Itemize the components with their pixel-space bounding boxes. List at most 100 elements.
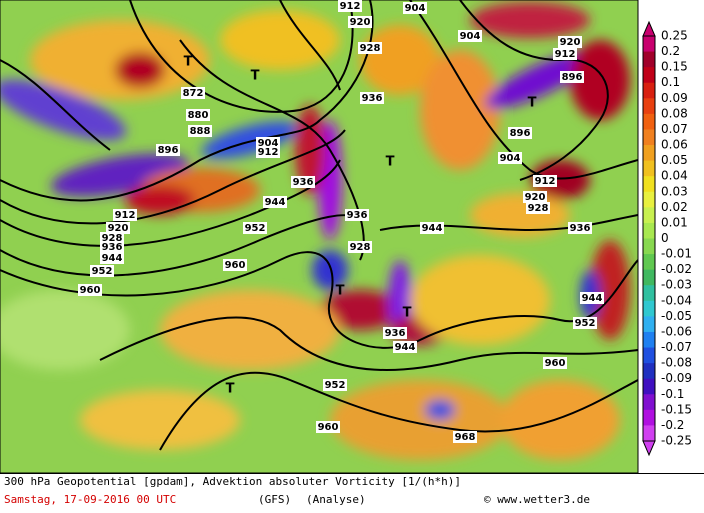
colorbar-bin <box>643 425 655 442</box>
contour-label: 904 <box>460 31 481 42</box>
contour-label: 952 <box>325 380 346 391</box>
colorbar-label: -0.03 <box>661 278 692 292</box>
contour-label-bg <box>345 209 369 221</box>
footer-credit: © www.wetter3.de <box>484 493 590 506</box>
colorbar-label: 0.05 <box>661 153 688 167</box>
contour-label: 960 <box>225 260 246 271</box>
colorbar-bin <box>643 82 655 99</box>
colorbar-label: 0.25 <box>661 29 688 43</box>
colorbar-label: 0.01 <box>661 215 688 229</box>
contour-label: 912 <box>340 1 361 12</box>
footer-run: (Analyse) <box>306 493 366 506</box>
contour-label-bg <box>256 146 280 158</box>
colorbar-bin <box>643 129 655 146</box>
colorbar-label: 0 <box>661 231 669 245</box>
colorbar-label: -0.04 <box>661 293 692 307</box>
contour-label-bg <box>100 241 124 253</box>
contour-label-bg <box>458 30 482 42</box>
contour-label-bg <box>181 87 205 99</box>
colorbar-label: 0.06 <box>661 138 688 152</box>
colorbar-label: -0.09 <box>661 371 692 385</box>
contour-label-bg <box>573 317 597 329</box>
colorbar-label: 0.03 <box>661 184 688 198</box>
contour-label: 920 <box>350 17 371 28</box>
contour-label-bg <box>568 222 592 234</box>
contour-label: 904 <box>405 3 426 14</box>
vorticity-field <box>0 0 638 473</box>
colorbar-label: -0.1 <box>661 387 684 401</box>
contour-label-bg <box>580 292 604 304</box>
contour-label: 952 <box>245 223 266 234</box>
contour-label-bg <box>560 71 584 83</box>
contour-label: 968 <box>455 432 476 443</box>
contour-label-bg <box>508 127 532 139</box>
contour-label: 936 <box>570 223 591 234</box>
contour-label: 920 <box>560 37 581 48</box>
contour-label: 944 <box>582 293 603 304</box>
colorbar-label: 0.08 <box>661 106 688 120</box>
contour-label: 928 <box>528 203 549 214</box>
colorbar-label: -0.15 <box>661 402 692 416</box>
footer-date: Samstag, 17-09-2016 00 UTC <box>4 493 176 506</box>
colorbar-bin <box>643 347 655 364</box>
colorbar: 0.250.20.150.10.090.080.070.060.050.040.… <box>642 20 692 457</box>
colorbar-bin <box>643 394 655 411</box>
colorbar-label: 0.04 <box>661 169 688 183</box>
contour-label-bg <box>223 259 247 271</box>
contour-label-bg <box>338 0 362 12</box>
contour-label-bg <box>393 341 417 353</box>
colorbar-arrow-bottom <box>642 440 656 457</box>
contour-label: 920 <box>525 192 546 203</box>
trough-marker: T <box>184 55 193 70</box>
colorbar-label: -0.08 <box>661 356 692 370</box>
trough-marker: T <box>251 69 260 84</box>
colorbar-bin <box>643 176 655 193</box>
contour-label-bg <box>453 431 477 443</box>
colorbar-label: -0.2 <box>661 418 684 432</box>
colorbar-label: -0.01 <box>661 247 692 261</box>
contour-label: 896 <box>510 128 531 139</box>
contour-label: 944 <box>395 342 416 353</box>
colorbar-label: 0.07 <box>661 122 688 136</box>
colorbar-label: 0.09 <box>661 91 688 105</box>
contour-label-bg <box>553 48 577 60</box>
contour-label: 960 <box>545 358 566 369</box>
colorbar-bin <box>643 285 655 302</box>
trough-marker: T <box>336 284 345 299</box>
colorbar-frame <box>642 35 656 442</box>
colorbar-label: -0.06 <box>661 324 692 338</box>
colorbar-label: -0.05 <box>661 309 692 323</box>
colorbar-label: -0.07 <box>661 340 692 354</box>
contour-label: 944 <box>102 253 123 264</box>
contour-label: 936 <box>385 328 406 339</box>
colorbar-label: 0.15 <box>661 60 688 74</box>
contour-label-bg <box>533 175 557 187</box>
contour-label-bg <box>263 196 287 208</box>
colorbar-bin <box>643 67 655 84</box>
contour-label-bg <box>323 379 347 391</box>
colorbar-bin <box>643 254 655 271</box>
contour-label-bg <box>420 222 444 234</box>
colorbar-label: 0.02 <box>661 200 688 214</box>
footer-title: 300 hPa Geopotential [gpdam], Advektion … <box>4 475 461 488</box>
colorbar-bin <box>643 51 655 68</box>
contour-label-bg <box>348 16 372 28</box>
colorbar-bin <box>643 378 655 395</box>
colorbar-bin <box>643 300 655 317</box>
contour-label: 928 <box>102 233 123 244</box>
colorbar-bin <box>643 363 655 380</box>
colorbar-bin <box>643 238 655 255</box>
colorbar-bin <box>643 222 655 239</box>
colorbar-arrow-top <box>642 20 656 37</box>
contour-label: 952 <box>575 318 596 329</box>
contour-label-bg <box>543 357 567 369</box>
contour-label: 920 <box>108 223 129 234</box>
colorbar-label: -0.02 <box>661 262 692 276</box>
contour-label-bg <box>498 152 522 164</box>
colorbar-label: 0.2 <box>661 44 680 58</box>
colorbar-bin <box>643 160 655 177</box>
contour-label-bg <box>100 252 124 264</box>
colorbar-bin <box>643 331 655 349</box>
contour-label-bg <box>526 202 550 214</box>
footer-model: (GFS) <box>258 493 291 506</box>
